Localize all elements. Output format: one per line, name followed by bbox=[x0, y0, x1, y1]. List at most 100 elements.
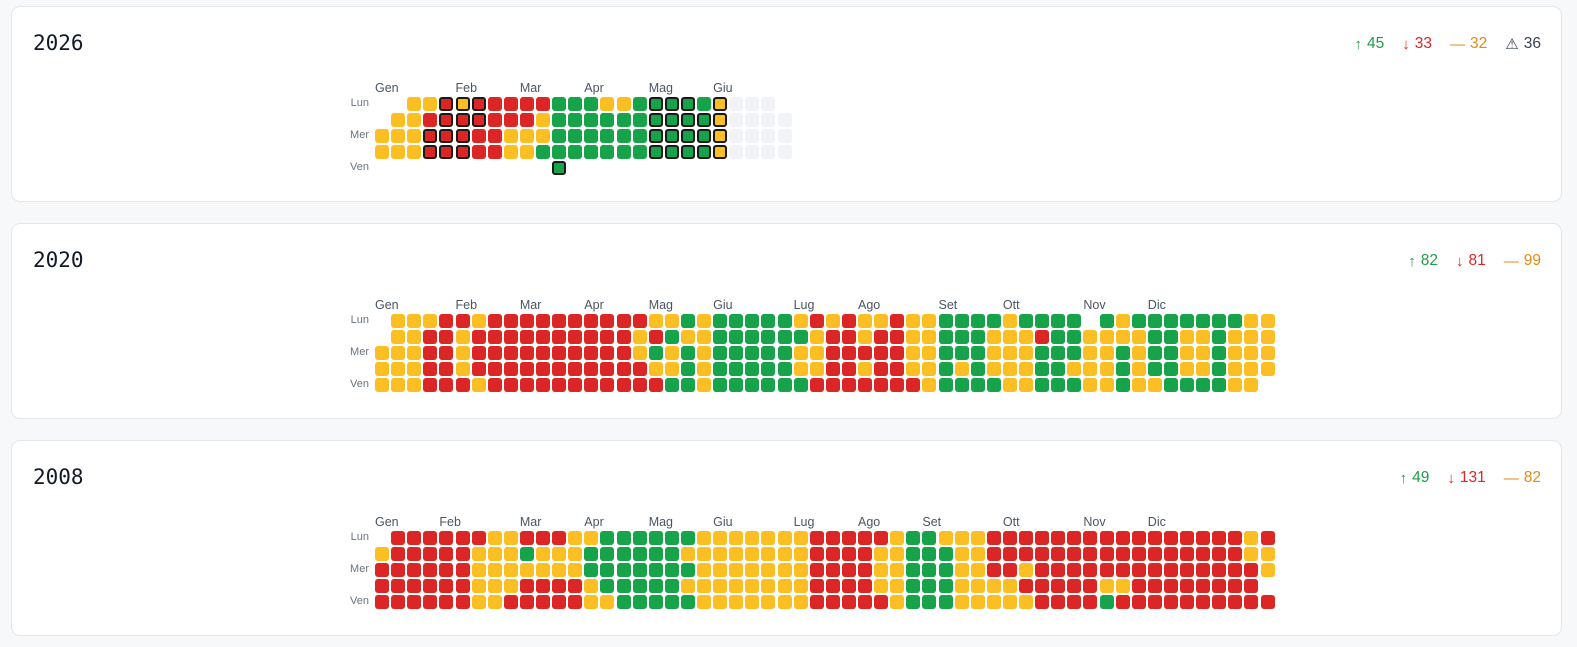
day-cell-future[interactable] bbox=[729, 97, 744, 111]
day-cell-flat[interactable] bbox=[632, 330, 647, 345]
day-cell-down[interactable] bbox=[648, 330, 663, 345]
day-cell-up[interactable] bbox=[729, 330, 744, 345]
day-cell-up[interactable] bbox=[616, 145, 631, 160]
day-cell-flat[interactable] bbox=[1083, 330, 1098, 345]
day-cell-flat[interactable] bbox=[375, 362, 389, 377]
day-cell-future[interactable] bbox=[729, 129, 744, 144]
day-cell-down[interactable] bbox=[423, 595, 438, 610]
day-cell-up[interactable] bbox=[906, 547, 921, 562]
day-cell-up[interactable] bbox=[970, 362, 985, 377]
day-cell-down[interactable] bbox=[841, 595, 856, 610]
day-cell-up-outlined[interactable] bbox=[680, 113, 695, 128]
day-cell-flat[interactable] bbox=[1002, 346, 1017, 361]
day-cell-up[interactable] bbox=[1147, 330, 1162, 345]
day-cell-flat[interactable] bbox=[1228, 330, 1243, 345]
day-cell-flat[interactable] bbox=[986, 595, 1001, 610]
day-cell-flat[interactable] bbox=[680, 330, 695, 345]
day-cell-flat[interactable] bbox=[777, 547, 792, 562]
day-cell-flat[interactable] bbox=[680, 547, 695, 562]
day-cell-flat[interactable] bbox=[1180, 362, 1194, 377]
day-cell-down[interactable] bbox=[986, 547, 1001, 562]
day-cell-up[interactable] bbox=[632, 129, 647, 144]
day-cell-down[interactable] bbox=[825, 362, 840, 377]
day-cell-down[interactable] bbox=[423, 547, 438, 562]
day-cell-flat-outlined[interactable] bbox=[713, 97, 728, 111]
day-cell-up[interactable] bbox=[1067, 314, 1082, 328]
day-cell-up-outlined[interactable] bbox=[680, 129, 695, 144]
day-cell-up[interactable] bbox=[680, 531, 695, 545]
day-cell-down[interactable] bbox=[1051, 563, 1066, 578]
day-cell-down[interactable] bbox=[1067, 579, 1082, 594]
day-cell-down[interactable] bbox=[584, 330, 599, 345]
day-cell-flat[interactable] bbox=[970, 547, 985, 562]
day-cell-flat[interactable] bbox=[922, 362, 937, 377]
day-cell-down[interactable] bbox=[471, 145, 486, 160]
day-cell-flat[interactable] bbox=[777, 563, 792, 578]
day-cell-up[interactable] bbox=[1099, 314, 1114, 328]
day-cell-flat[interactable] bbox=[1260, 314, 1275, 328]
day-cell-up[interactable] bbox=[1051, 362, 1066, 377]
day-cell-flat[interactable] bbox=[455, 362, 470, 377]
day-cell-down[interactable] bbox=[1196, 579, 1211, 594]
day-cell-flat[interactable] bbox=[906, 330, 921, 345]
day-cell-down[interactable] bbox=[1083, 547, 1098, 562]
day-cell-down[interactable] bbox=[1244, 579, 1259, 594]
day-cell-flat[interactable] bbox=[697, 547, 711, 562]
day-cell-up[interactable] bbox=[1163, 330, 1178, 345]
day-cell-flat[interactable] bbox=[568, 563, 583, 578]
day-cell-flat[interactable] bbox=[906, 362, 921, 377]
day-cell-down[interactable] bbox=[809, 314, 824, 328]
day-cell-down[interactable] bbox=[503, 113, 518, 128]
day-cell-flat[interactable] bbox=[697, 563, 711, 578]
day-cell-flat[interactable] bbox=[954, 362, 969, 377]
day-cell-flat[interactable] bbox=[1115, 314, 1130, 328]
day-cell-down[interactable] bbox=[536, 314, 550, 328]
day-cell-down[interactable] bbox=[1163, 595, 1178, 610]
day-cell-up[interactable] bbox=[1051, 378, 1066, 393]
day-cell-down[interactable] bbox=[487, 378, 502, 393]
day-cell-down[interactable] bbox=[439, 595, 454, 610]
day-cell-flat[interactable] bbox=[648, 314, 663, 328]
day-cell-down[interactable] bbox=[1067, 595, 1082, 610]
day-cell-flat[interactable] bbox=[825, 314, 840, 328]
day-cell-up-outlined[interactable] bbox=[697, 129, 711, 144]
day-cell-up[interactable] bbox=[745, 346, 760, 361]
day-cell-up[interactable] bbox=[664, 330, 679, 345]
day-cell-flat[interactable] bbox=[487, 531, 502, 545]
day-cell-flat[interactable] bbox=[858, 314, 872, 328]
day-cell-flat[interactable] bbox=[793, 346, 808, 361]
day-cell-flat[interactable] bbox=[986, 346, 1001, 361]
day-cell-up[interactable] bbox=[680, 362, 695, 377]
day-cell-down[interactable] bbox=[825, 547, 840, 562]
day-cell-flat[interactable] bbox=[423, 314, 438, 328]
day-cell-down[interactable] bbox=[1083, 579, 1098, 594]
day-cell-down[interactable] bbox=[1196, 547, 1211, 562]
day-cell-down[interactable] bbox=[439, 378, 454, 393]
day-cell-down-outlined[interactable] bbox=[439, 145, 454, 160]
day-cell-flat[interactable] bbox=[809, 330, 824, 345]
day-cell-flat[interactable] bbox=[745, 547, 760, 562]
day-cell-flat[interactable] bbox=[391, 314, 406, 328]
day-cell-down[interactable] bbox=[375, 595, 389, 610]
day-cell-down-outlined[interactable] bbox=[455, 145, 470, 160]
day-cell-down[interactable] bbox=[568, 362, 583, 377]
day-cell-down[interactable] bbox=[568, 579, 583, 594]
day-cell-down[interactable] bbox=[391, 563, 406, 578]
day-cell-flat[interactable] bbox=[1131, 362, 1146, 377]
day-cell-down[interactable] bbox=[1244, 595, 1259, 610]
day-cell-flat[interactable] bbox=[536, 113, 550, 128]
day-cell-flat[interactable] bbox=[713, 595, 728, 610]
day-cell-down[interactable] bbox=[1067, 547, 1082, 562]
day-cell-up[interactable] bbox=[1035, 346, 1050, 361]
day-cell-up[interactable] bbox=[632, 145, 647, 160]
day-cell-flat[interactable] bbox=[487, 579, 502, 594]
day-cell-future[interactable] bbox=[745, 145, 760, 160]
day-cell-flat[interactable] bbox=[890, 547, 905, 562]
day-cell-up[interactable] bbox=[745, 362, 760, 377]
day-cell-flat[interactable] bbox=[407, 129, 422, 144]
day-cell-up-outlined[interactable] bbox=[680, 97, 695, 111]
day-cell-down[interactable] bbox=[825, 330, 840, 345]
day-cell-down[interactable] bbox=[423, 113, 438, 128]
day-cell-flat[interactable] bbox=[536, 563, 550, 578]
day-cell-flat[interactable] bbox=[503, 531, 518, 545]
